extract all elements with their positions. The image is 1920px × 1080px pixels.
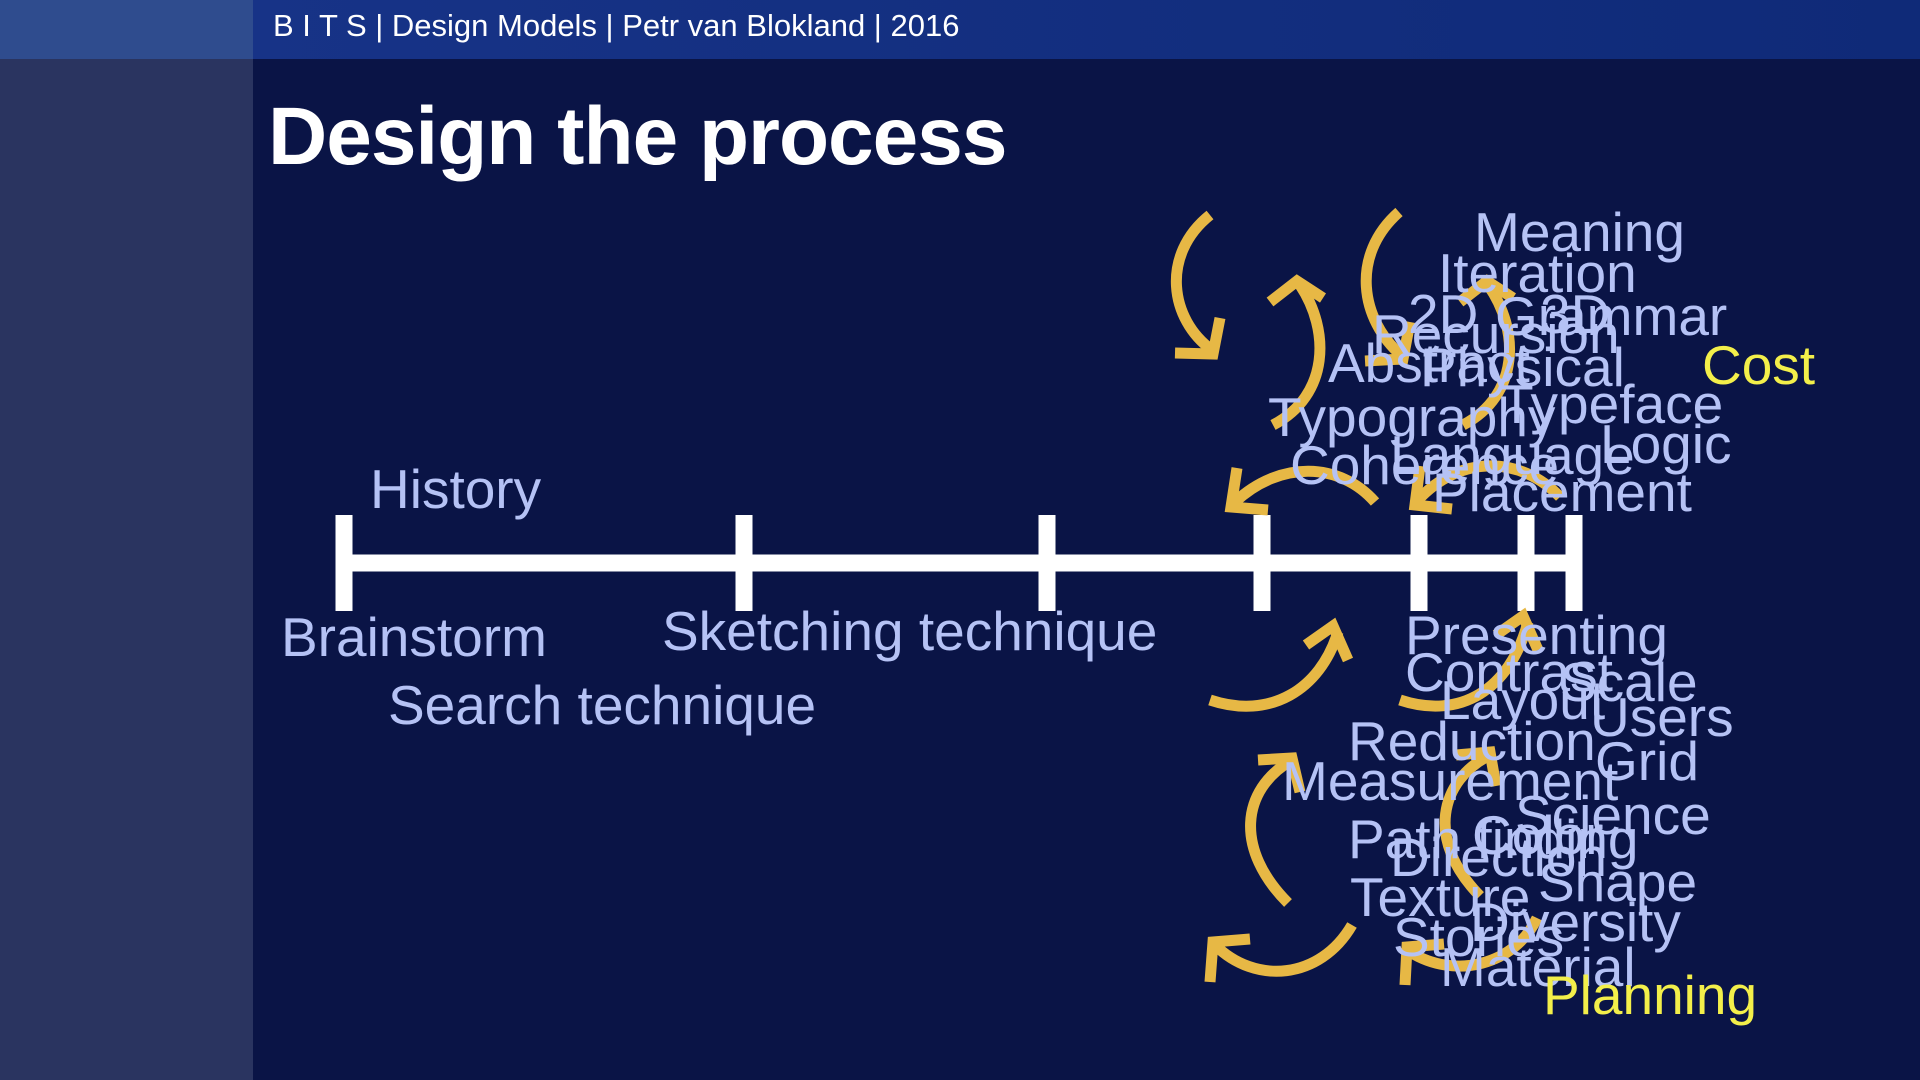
header-bar — [253, 0, 1920, 59]
label-texture: Texture — [1350, 866, 1531, 928]
label-meaning: Meaning — [1474, 201, 1685, 263]
timeline — [335, 515, 1583, 611]
label-measurement: Measurement — [1282, 750, 1619, 812]
label-science: Science — [1515, 784, 1711, 846]
label-physical: Physical — [1420, 336, 1625, 398]
curved-arrow-icon — [1208, 630, 1344, 712]
label-3d: 3D — [1540, 283, 1611, 345]
label-layout: Layout — [1440, 669, 1606, 731]
label-direction: Direction — [1390, 826, 1608, 888]
label-contrast: Contrast — [1405, 641, 1613, 703]
label-material: Material — [1440, 936, 1636, 998]
label-stories: Stories — [1393, 906, 1565, 968]
label-scale: Scale — [1560, 651, 1698, 713]
label-abstract: Abstract — [1328, 332, 1530, 394]
curved-arrow-icon — [1266, 274, 1327, 307]
label-coherence: Coherence — [1290, 434, 1560, 496]
label-typeface: Typeface — [1500, 373, 1724, 435]
label-users: Users — [1590, 686, 1734, 748]
label-diversity: Diversity — [1470, 891, 1681, 953]
label-iteration: Iteration — [1438, 242, 1637, 304]
curved-arrow-icon — [1171, 210, 1216, 355]
curved-arrow-icon — [1204, 933, 1251, 983]
label-2d: 2D — [1408, 283, 1479, 345]
label-sketching-technique: Sketching technique — [662, 600, 1158, 662]
label-history: History — [370, 458, 542, 520]
curved-arrow-icon — [1302, 617, 1354, 663]
sidebar-header-block — [0, 0, 253, 59]
curved-arrow-icon — [1224, 467, 1269, 516]
label-reduction: Reduction — [1348, 710, 1596, 772]
label-search-technique: Search technique — [388, 674, 817, 736]
label-path-finding: Path finding — [1348, 808, 1639, 870]
label-language: Language — [1390, 424, 1635, 486]
label-planning: Planning — [1543, 964, 1758, 1026]
header-text: B I T S | Design Models | Petr van Blokl… — [273, 8, 960, 43]
slide-title: Design the process — [268, 91, 1007, 182]
label-presenting: Presenting — [1405, 604, 1668, 666]
label-grammar: Grammar — [1495, 285, 1728, 347]
label-typography: Typography — [1268, 386, 1556, 448]
curved-arrow-icon — [1211, 922, 1357, 977]
curved-arrow-icon — [1174, 316, 1226, 360]
label-grid: Grid — [1595, 730, 1699, 792]
label-brainstorm: Brainstorm — [281, 606, 547, 668]
label-color: Color — [1472, 804, 1604, 866]
label-cost: Cost — [1702, 334, 1816, 396]
label-placement: Placement — [1432, 461, 1692, 523]
label-shape: Shape — [1538, 851, 1698, 913]
sidebar-panel — [0, 0, 253, 1080]
label-recursion: Recursion — [1372, 303, 1620, 365]
label-logic: Logic — [1600, 413, 1732, 475]
